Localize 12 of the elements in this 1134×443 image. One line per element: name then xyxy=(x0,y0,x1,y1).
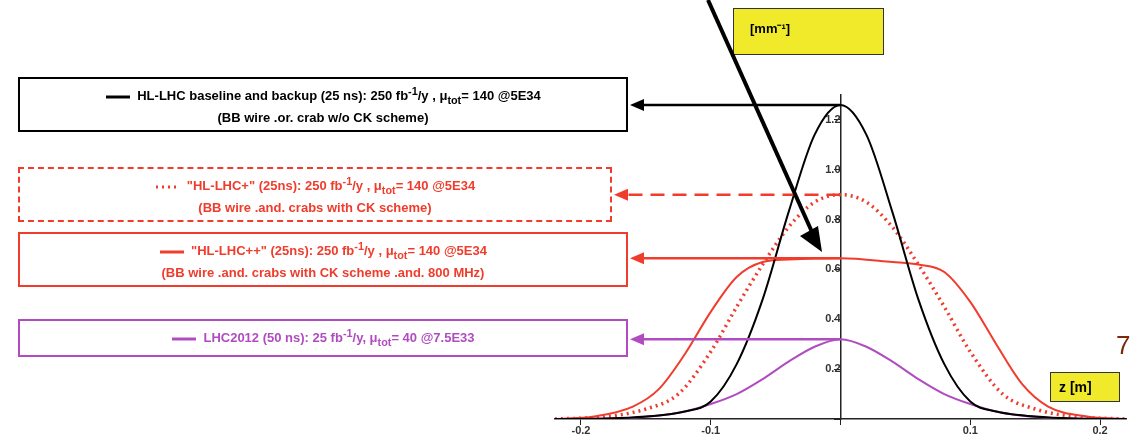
x-tick-label: -0.2 xyxy=(571,423,591,436)
x-tick-label: 0.1 xyxy=(962,423,978,436)
legend-label: "HL-LHC+" (25ns): 250 fb$^{-1}$/y , μ$_{tot}$= 140 @5E34 (BB wire .and. crabs with CK scheme) xyxy=(18,167,612,222)
y-axis-title: [mm⁻¹] xyxy=(733,8,884,55)
annotation: 7 xyxy=(1116,330,1131,361)
y-tick-label: 1.0 xyxy=(825,162,841,175)
legend-label: LHC2012 (50 ns): 25 fb$^{-1}$/y, μ$_{tot}$= 40 @7.5E33 xyxy=(18,319,628,357)
text: HL-LHC baseline and backup (25 ns): 250 fb$^{-1}$/y , μ$_{tot}$= 140 @5E34 (BB wire .or. crab w/o CK scheme) xyxy=(137,85,541,125)
x-tick-label: -0.1 xyxy=(701,423,721,436)
legend-label: "HL-LHC++" (25ns): 250 fb$^{-1}$/y , μ$_{tot}$= 140 @5E34 (BB wire .and. crabs with CK scheme .and. 800 MHz) xyxy=(18,232,628,287)
x-tick-label: 0.2 xyxy=(1092,423,1108,436)
x-axis-title: z [m] xyxy=(1050,372,1120,402)
